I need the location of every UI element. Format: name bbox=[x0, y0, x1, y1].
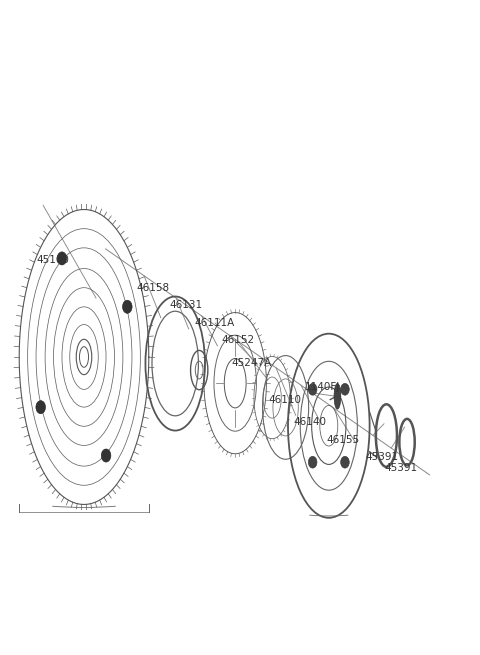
Text: 45100: 45100 bbox=[36, 255, 69, 265]
Ellipse shape bbox=[341, 457, 349, 468]
Ellipse shape bbox=[308, 457, 317, 468]
Text: 45247A: 45247A bbox=[231, 358, 272, 368]
Ellipse shape bbox=[308, 383, 317, 395]
Text: 46158: 46158 bbox=[137, 283, 170, 293]
Ellipse shape bbox=[334, 383, 341, 409]
Text: 46131: 46131 bbox=[169, 300, 202, 310]
Ellipse shape bbox=[122, 300, 132, 313]
Ellipse shape bbox=[341, 383, 349, 395]
Text: 46140: 46140 bbox=[294, 417, 327, 427]
Text: 46155: 46155 bbox=[326, 436, 360, 445]
Text: 46152: 46152 bbox=[222, 335, 255, 345]
Text: 45391: 45391 bbox=[366, 452, 399, 462]
Text: 45391: 45391 bbox=[384, 463, 417, 473]
Text: 46110: 46110 bbox=[269, 395, 302, 405]
Ellipse shape bbox=[101, 449, 111, 462]
Text: 46111A: 46111A bbox=[194, 318, 235, 328]
Ellipse shape bbox=[36, 401, 46, 414]
Ellipse shape bbox=[57, 252, 67, 265]
Text: 1140FJ: 1140FJ bbox=[305, 382, 340, 392]
